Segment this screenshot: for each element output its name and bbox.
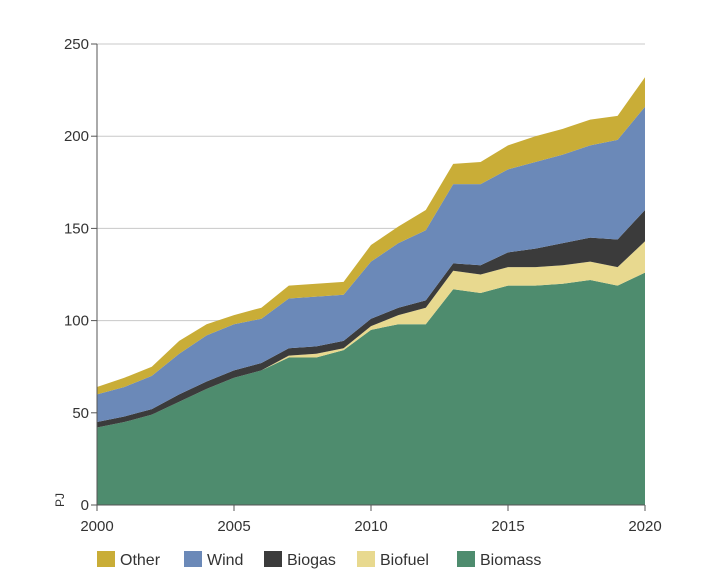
x-tick-label-2005: 2005 <box>217 518 250 535</box>
legend-swatch-biofuel <box>357 551 375 567</box>
x-tick-label-2010: 2010 <box>354 518 387 535</box>
x-tick-label-2020: 2020 <box>628 518 661 535</box>
legend-swatch-other <box>97 551 115 567</box>
legend-label-other: Other <box>120 552 161 569</box>
legend-label-wind: Wind <box>207 552 243 569</box>
legend-label-biomass: Biomass <box>480 552 541 569</box>
y-tick-label-0: 0 <box>81 497 89 514</box>
y-axis-label: PJ <box>53 493 67 507</box>
y-tick-label-100: 100 <box>64 313 89 330</box>
legend-swatch-biomass <box>457 551 475 567</box>
legend-label-biogas: Biogas <box>287 552 336 569</box>
y-axis-ticks: 0 50 100 150 200 250 <box>64 36 98 514</box>
area-other <box>97 77 645 395</box>
x-tick-label-2015: 2015 <box>491 518 524 535</box>
area-biomass <box>97 272 645 505</box>
legend-swatch-wind <box>184 551 202 567</box>
x-tick-label-2000: 2000 <box>80 518 113 535</box>
x-axis-ticks: 2000 2005 2010 2015 2020 <box>80 504 662 535</box>
y-tick-label-250: 250 <box>64 36 89 53</box>
legend-swatch-biogas <box>264 551 282 567</box>
y-tick-label-200: 200 <box>64 128 89 145</box>
area-wind <box>97 106 645 423</box>
y-tick-label-50: 50 <box>72 405 89 422</box>
legend-label-biofuel: Biofuel <box>380 552 429 569</box>
y-tick-label-150: 150 <box>64 220 89 237</box>
legend: Other Wind Biogas Biofuel Biomass <box>97 551 541 569</box>
area-series <box>97 77 645 505</box>
